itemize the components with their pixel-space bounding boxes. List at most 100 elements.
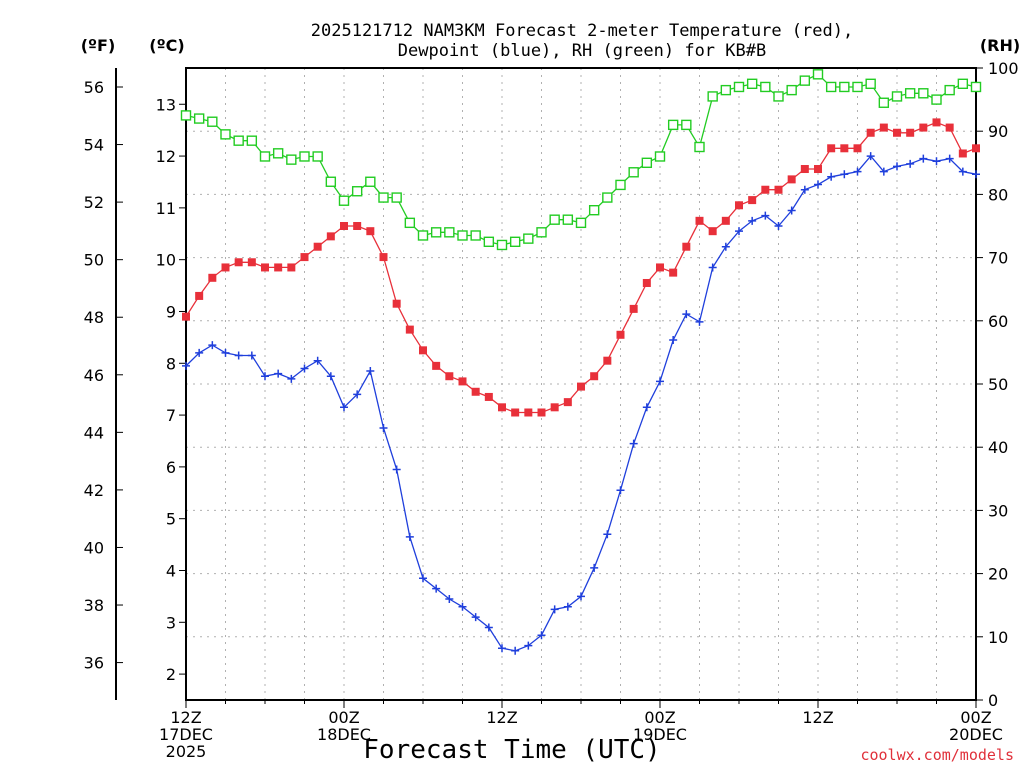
dewpoint-point	[537, 631, 546, 640]
dewpoint-point	[774, 222, 783, 230]
temperature-point	[405, 325, 414, 334]
rh-point	[549, 214, 560, 225]
x-tick-label: 20DEC	[949, 725, 1003, 744]
rh-point	[338, 195, 350, 206]
dewpoint-point	[853, 167, 862, 176]
fahrenheit-tick-label: 44	[84, 423, 104, 442]
celsius-tick-label: 3	[166, 613, 176, 632]
temperature-point	[419, 346, 427, 355]
temperature-point	[234, 258, 243, 267]
dewpoint-point	[840, 170, 849, 179]
rh-point	[839, 81, 850, 93]
dewpoint-point	[195, 348, 204, 357]
rh-point	[970, 81, 982, 93]
x-tick-label: 00Z	[644, 708, 675, 727]
dewpoint-point	[287, 374, 296, 383]
dewpoint-point	[577, 592, 585, 601]
rh-tick-label: 100	[988, 59, 1019, 78]
temperature-point	[353, 222, 362, 230]
dewpoint-point	[471, 613, 480, 622]
rh-point	[891, 91, 903, 102]
fahrenheit-tick-label: 54	[84, 136, 104, 155]
temperature-point	[616, 330, 625, 339]
temperature-point	[511, 408, 520, 417]
rh-point	[720, 84, 732, 96]
rh-point	[562, 214, 574, 225]
temperature-point	[879, 123, 888, 132]
temperature-point	[313, 242, 322, 251]
temperature-point	[432, 361, 441, 370]
temperature-point	[669, 268, 678, 277]
temperature-point	[787, 175, 796, 184]
temperature-point	[392, 299, 401, 308]
rh-tick-label: 70	[988, 249, 1008, 268]
rh-point	[694, 141, 705, 153]
temperature-point	[550, 403, 559, 412]
dewpoint-point	[313, 356, 322, 365]
dewpoint-point	[721, 242, 730, 251]
celsius-tick-label: 8	[166, 354, 176, 373]
dewpoint-point	[445, 594, 454, 603]
temperature-point	[195, 291, 204, 300]
celsius-tick-label: 9	[166, 302, 176, 321]
temperature-point	[972, 144, 980, 153]
rh-point	[746, 78, 758, 90]
temperature-point	[642, 278, 651, 287]
dewpoint-point	[300, 364, 309, 373]
rh-point	[246, 135, 258, 146]
rh-tick-label: 0	[988, 691, 998, 710]
x-tick-label: 12Z	[802, 708, 833, 727]
dewpoint-point	[563, 602, 572, 611]
temperature-point	[814, 165, 822, 174]
dewpoint-point	[379, 424, 388, 433]
rh-point	[391, 192, 402, 203]
rh-point	[786, 84, 797, 96]
dewpoint-point	[221, 348, 230, 357]
dewpoint-point	[550, 605, 559, 614]
celsius-tick-label: 7	[166, 406, 176, 425]
rh-point	[707, 91, 718, 102]
temperature-point	[590, 372, 599, 381]
temperature-point	[774, 185, 783, 194]
rh-point	[509, 236, 521, 248]
rh-point	[931, 94, 942, 105]
dewpoint-point	[616, 486, 625, 495]
temperature-point	[853, 144, 862, 153]
rh-point	[628, 167, 639, 178]
rh-point	[681, 119, 692, 131]
dewpoint-point	[879, 167, 888, 176]
rh-point	[404, 217, 416, 229]
rh-point	[299, 151, 310, 162]
rh-point	[602, 192, 613, 203]
rh-tick-label: 20	[988, 565, 1008, 584]
dewpoint-point	[261, 372, 269, 381]
rh-point	[536, 227, 547, 238]
dewpoint-point	[708, 263, 717, 272]
fahrenheit-tick-label: 50	[84, 251, 104, 270]
dewpoint-point	[234, 351, 243, 360]
temperature-point	[287, 263, 296, 272]
rh-point	[286, 154, 297, 165]
rh-tick-label: 90	[988, 122, 1008, 141]
temperature-point	[221, 263, 230, 272]
temperature-point	[471, 387, 480, 396]
dewpoint-point	[893, 162, 901, 171]
temperature-point	[261, 263, 269, 272]
dewpoint-point	[682, 310, 691, 319]
temperature-point	[656, 263, 664, 272]
dewpoint-point	[906, 159, 915, 168]
temperature-point	[379, 253, 388, 262]
dewpoint-point	[656, 377, 664, 386]
temperature-point	[958, 149, 967, 158]
dewpoint-point	[932, 157, 941, 166]
rh-tick-label: 60	[988, 312, 1008, 331]
rh-point	[733, 81, 745, 93]
rh-point	[641, 157, 653, 169]
dewpoint-point	[866, 152, 875, 161]
dewpoint-point	[326, 372, 335, 381]
rh-point	[483, 236, 495, 248]
celsius-tick-label: 6	[166, 458, 176, 477]
temperature-point	[182, 312, 190, 321]
rh-point	[351, 186, 363, 197]
temperature-point	[247, 258, 256, 267]
